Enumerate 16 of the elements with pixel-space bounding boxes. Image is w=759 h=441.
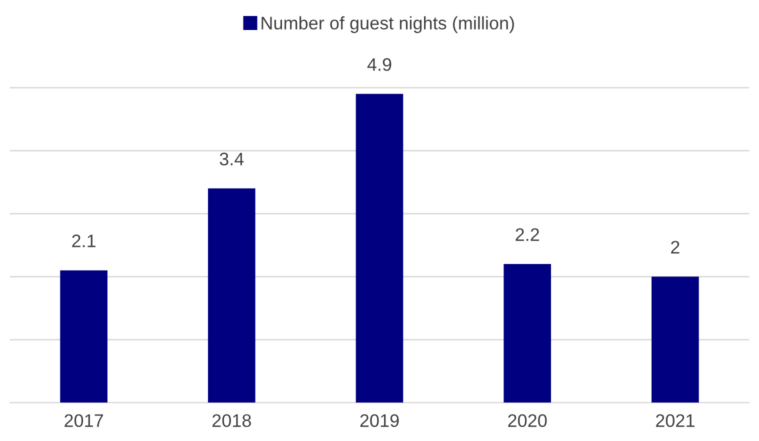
data-label: 4.9 bbox=[367, 58, 392, 71]
bar bbox=[652, 276, 699, 403]
x-tick-label: 2018 bbox=[212, 414, 251, 428]
bar bbox=[208, 188, 256, 403]
x-tick-label: 2019 bbox=[360, 414, 399, 428]
bar bbox=[356, 94, 404, 403]
bar bbox=[504, 264, 552, 403]
data-label: 2.1 bbox=[72, 234, 96, 248]
legend-label: Number of guest nights (million) bbox=[262, 16, 514, 34]
data-label: 3.4 bbox=[220, 152, 244, 166]
x-tick-label: 2021 bbox=[656, 414, 694, 428]
x-tick-label: 2020 bbox=[508, 414, 547, 428]
data-label: 2.2 bbox=[516, 228, 539, 241]
x-tick-label: 2017 bbox=[64, 414, 103, 428]
bar bbox=[60, 270, 108, 403]
data-label: 2 bbox=[671, 240, 680, 254]
